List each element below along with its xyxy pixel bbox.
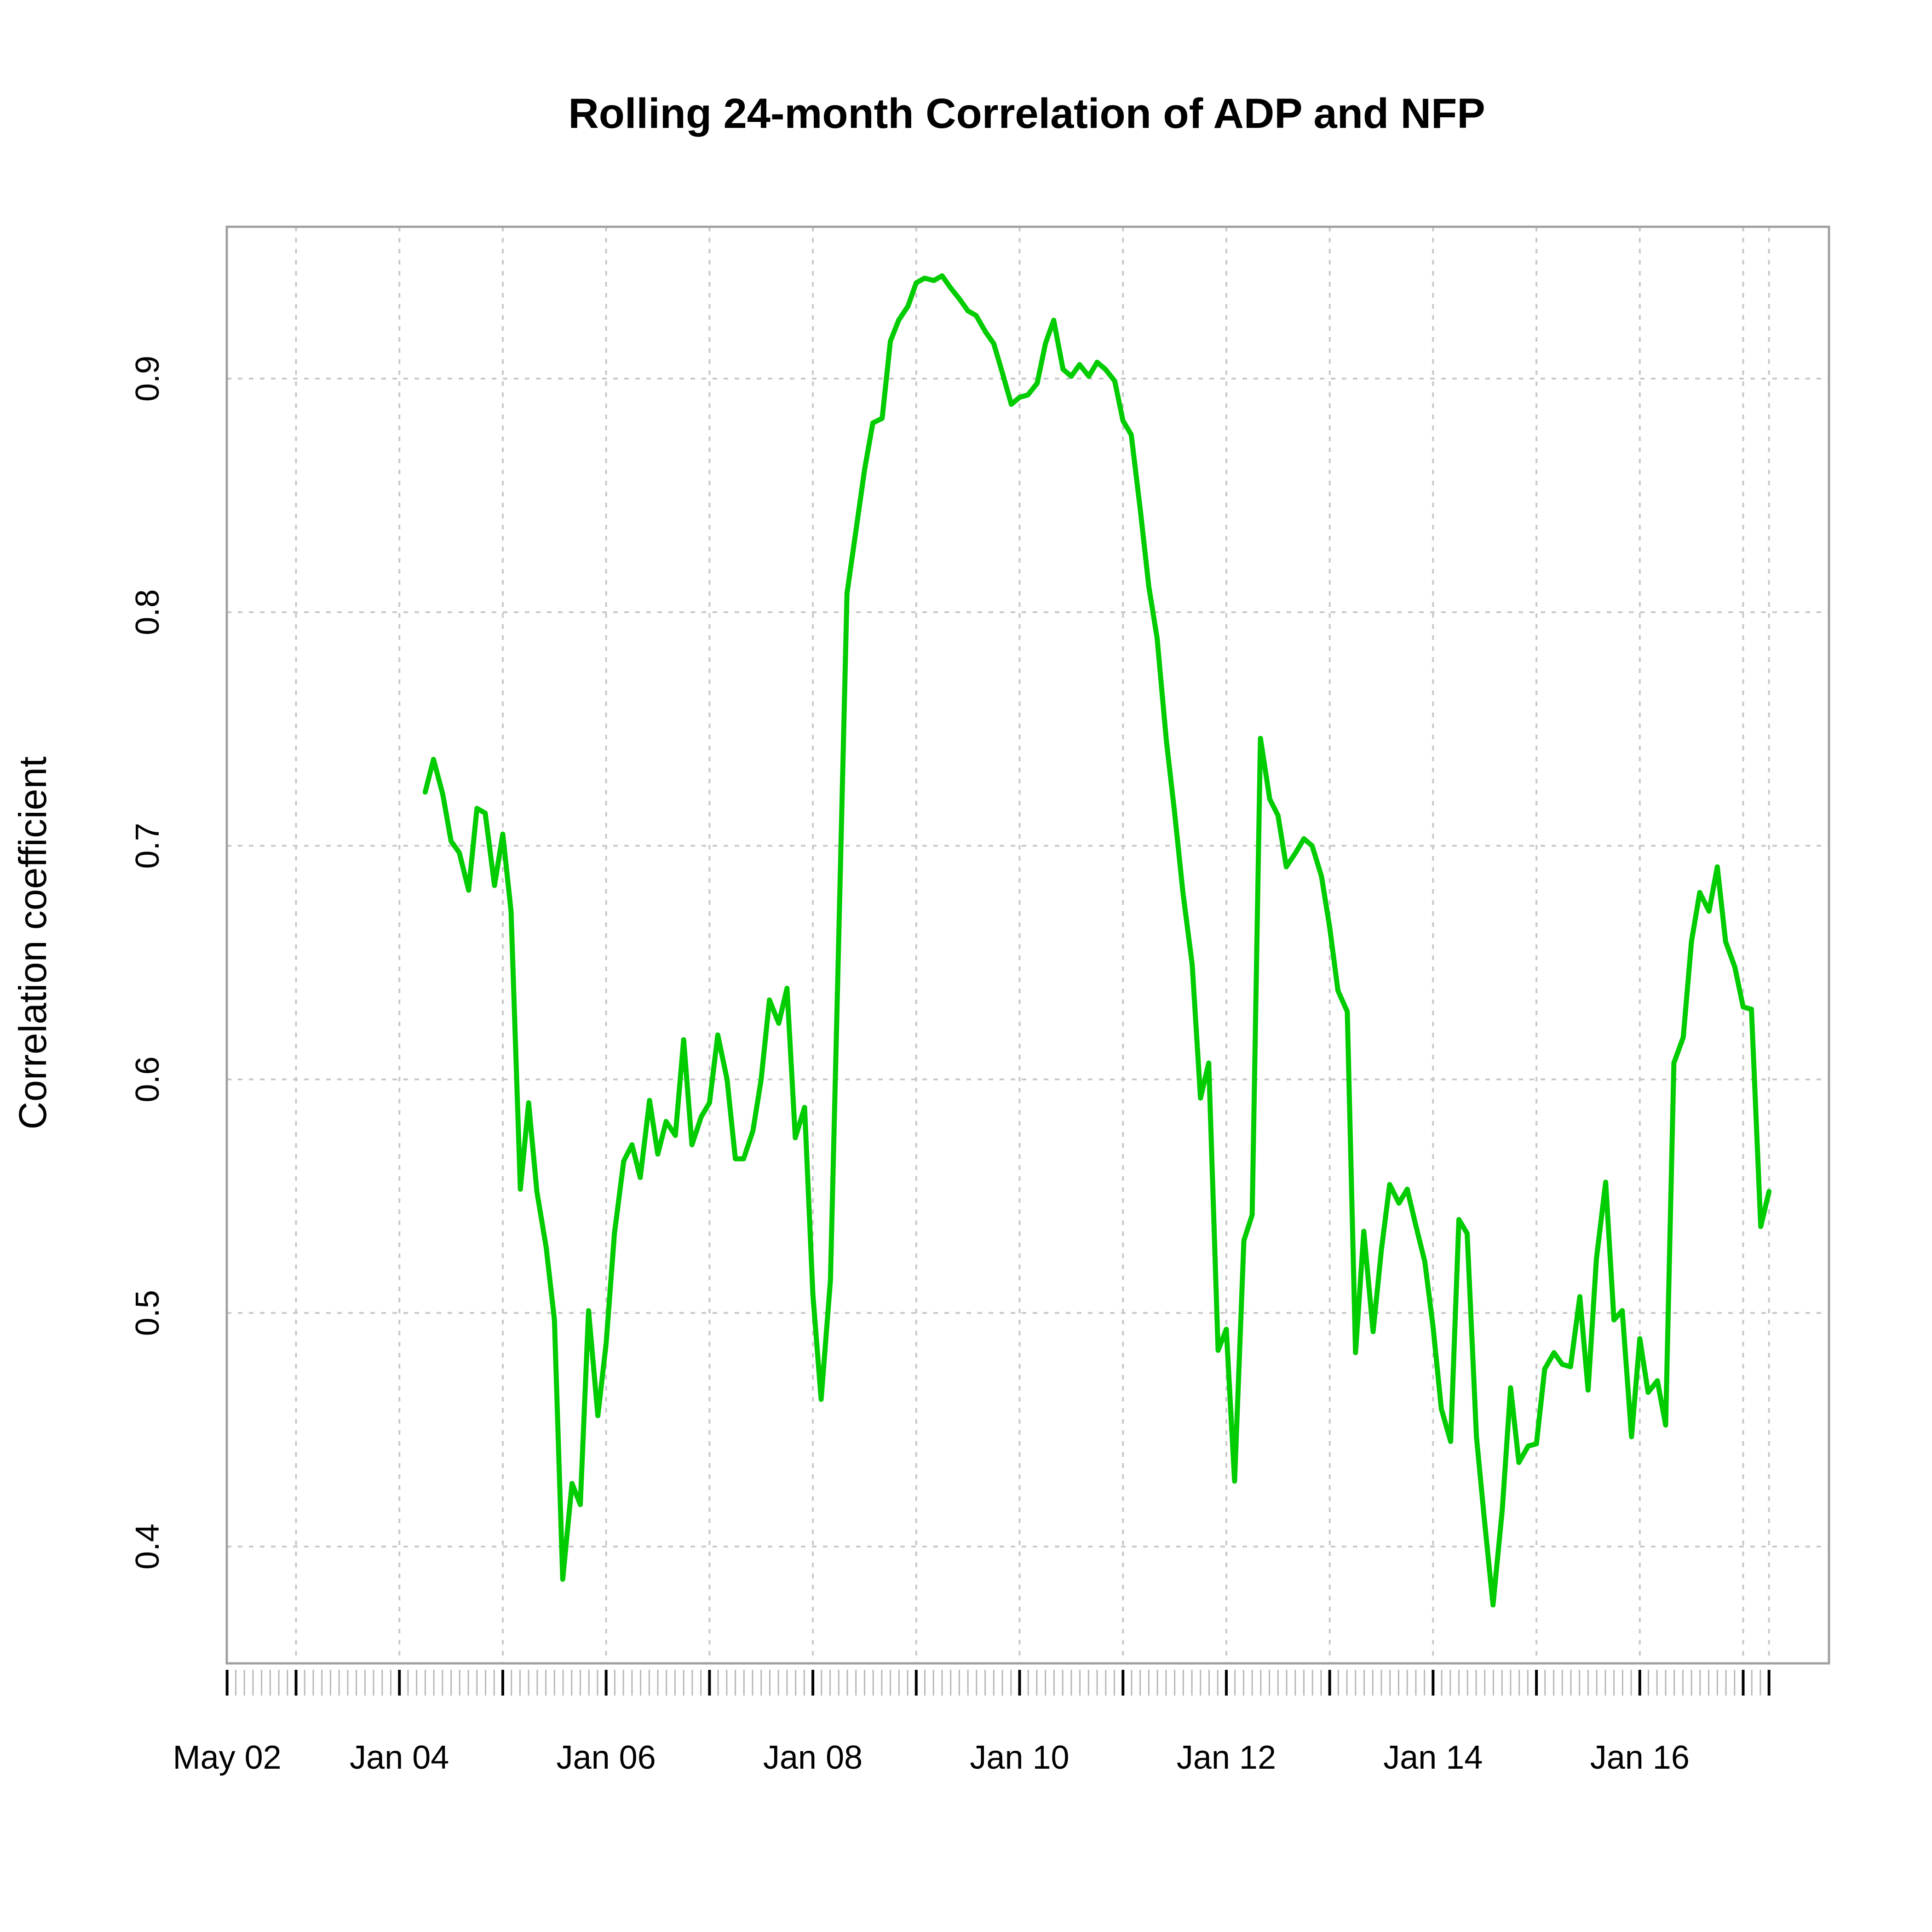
x-axis-tick-labels: May 02 Jan 04 Jan 06 Jan 08 Jan 10 Jan 12 Jan … bbox=[173, 1739, 1690, 1776]
y-axis-label: Correlation coefficient bbox=[11, 757, 54, 1130]
chart-title: Rolling 24-month Correlation of ADP and … bbox=[568, 90, 1485, 137]
plot-frame bbox=[225, 225, 1830, 1665]
y-tick-label: 0.9 bbox=[129, 356, 166, 402]
y-tick-label: 0.6 bbox=[129, 1056, 166, 1102]
y-tick-label: 0.7 bbox=[129, 823, 166, 869]
x-tick-label: May 02 bbox=[173, 1739, 282, 1776]
x-tick-label: Jan 12 bbox=[1177, 1739, 1276, 1776]
x-tick-label: Jan 16 bbox=[1590, 1739, 1690, 1776]
x-tick-label: Jan 14 bbox=[1383, 1739, 1483, 1776]
series-group bbox=[422, 273, 1772, 1608]
y-tick-label: 0.4 bbox=[129, 1524, 166, 1570]
y-tick-label: 0.5 bbox=[129, 1290, 166, 1336]
x-tick-label: Jan 08 bbox=[763, 1739, 862, 1776]
x-tick-label: Jan 06 bbox=[557, 1739, 656, 1776]
y-tick-label: 0.8 bbox=[129, 589, 166, 635]
x-tick-label: Jan 04 bbox=[350, 1739, 449, 1776]
series-line bbox=[422, 273, 1772, 1608]
x-axis-ticks bbox=[225, 1670, 1771, 1696]
y-axis-tick-labels: 0.4 0.5 0.6 0.7 0.8 0.9 bbox=[129, 356, 166, 1570]
x-tick-label: Jan 10 bbox=[970, 1739, 1069, 1776]
